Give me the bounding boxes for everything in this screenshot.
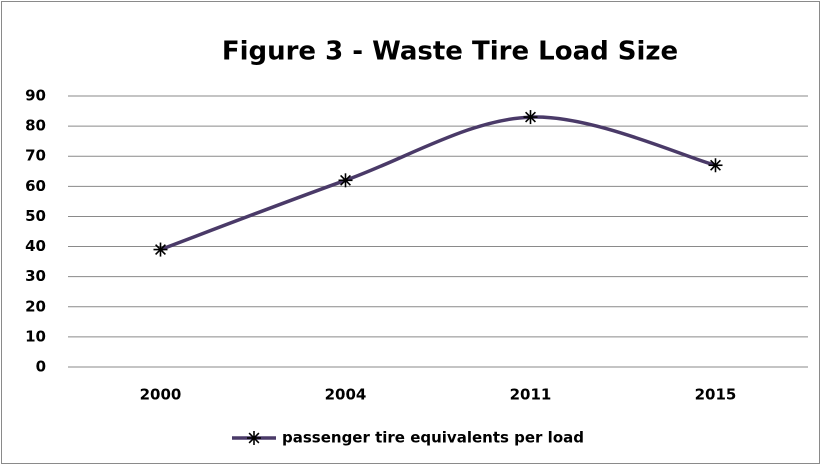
marker-stroke: [525, 111, 536, 123]
y-tick-label: 0: [36, 358, 46, 376]
data-point: [153, 242, 168, 257]
data-point: [338, 173, 353, 188]
marker-stroke: [155, 244, 166, 256]
y-tick-label: 30: [25, 267, 46, 285]
y-tick-label: 10: [25, 327, 46, 345]
marker-stroke: [340, 174, 351, 186]
data-point: [523, 110, 538, 125]
y-tick-label: 60: [25, 177, 46, 195]
legend-marker: [247, 431, 261, 445]
marker-stroke: [710, 159, 721, 171]
y-tick-label: 50: [25, 207, 46, 225]
x-tick-label: 2000: [140, 386, 182, 404]
x-tick-label: 2004: [325, 386, 367, 404]
legend-label: passenger tire equivalents per load: [282, 429, 584, 447]
y-tick-label: 20: [25, 297, 46, 315]
y-tick-label: 40: [25, 237, 46, 255]
marker-stroke: [248, 432, 260, 444]
y-tick-label: 80: [25, 117, 46, 135]
chart-title: Figure 3 - Waste Tire Load Size: [222, 37, 678, 67]
y-tick-label: 90: [25, 87, 46, 105]
data-point: [708, 158, 723, 173]
x-tick-label: 2011: [510, 386, 552, 404]
x-tick-label: 2015: [695, 386, 737, 404]
y-tick-label: 70: [25, 147, 46, 165]
series-line: [158, 115, 718, 252]
